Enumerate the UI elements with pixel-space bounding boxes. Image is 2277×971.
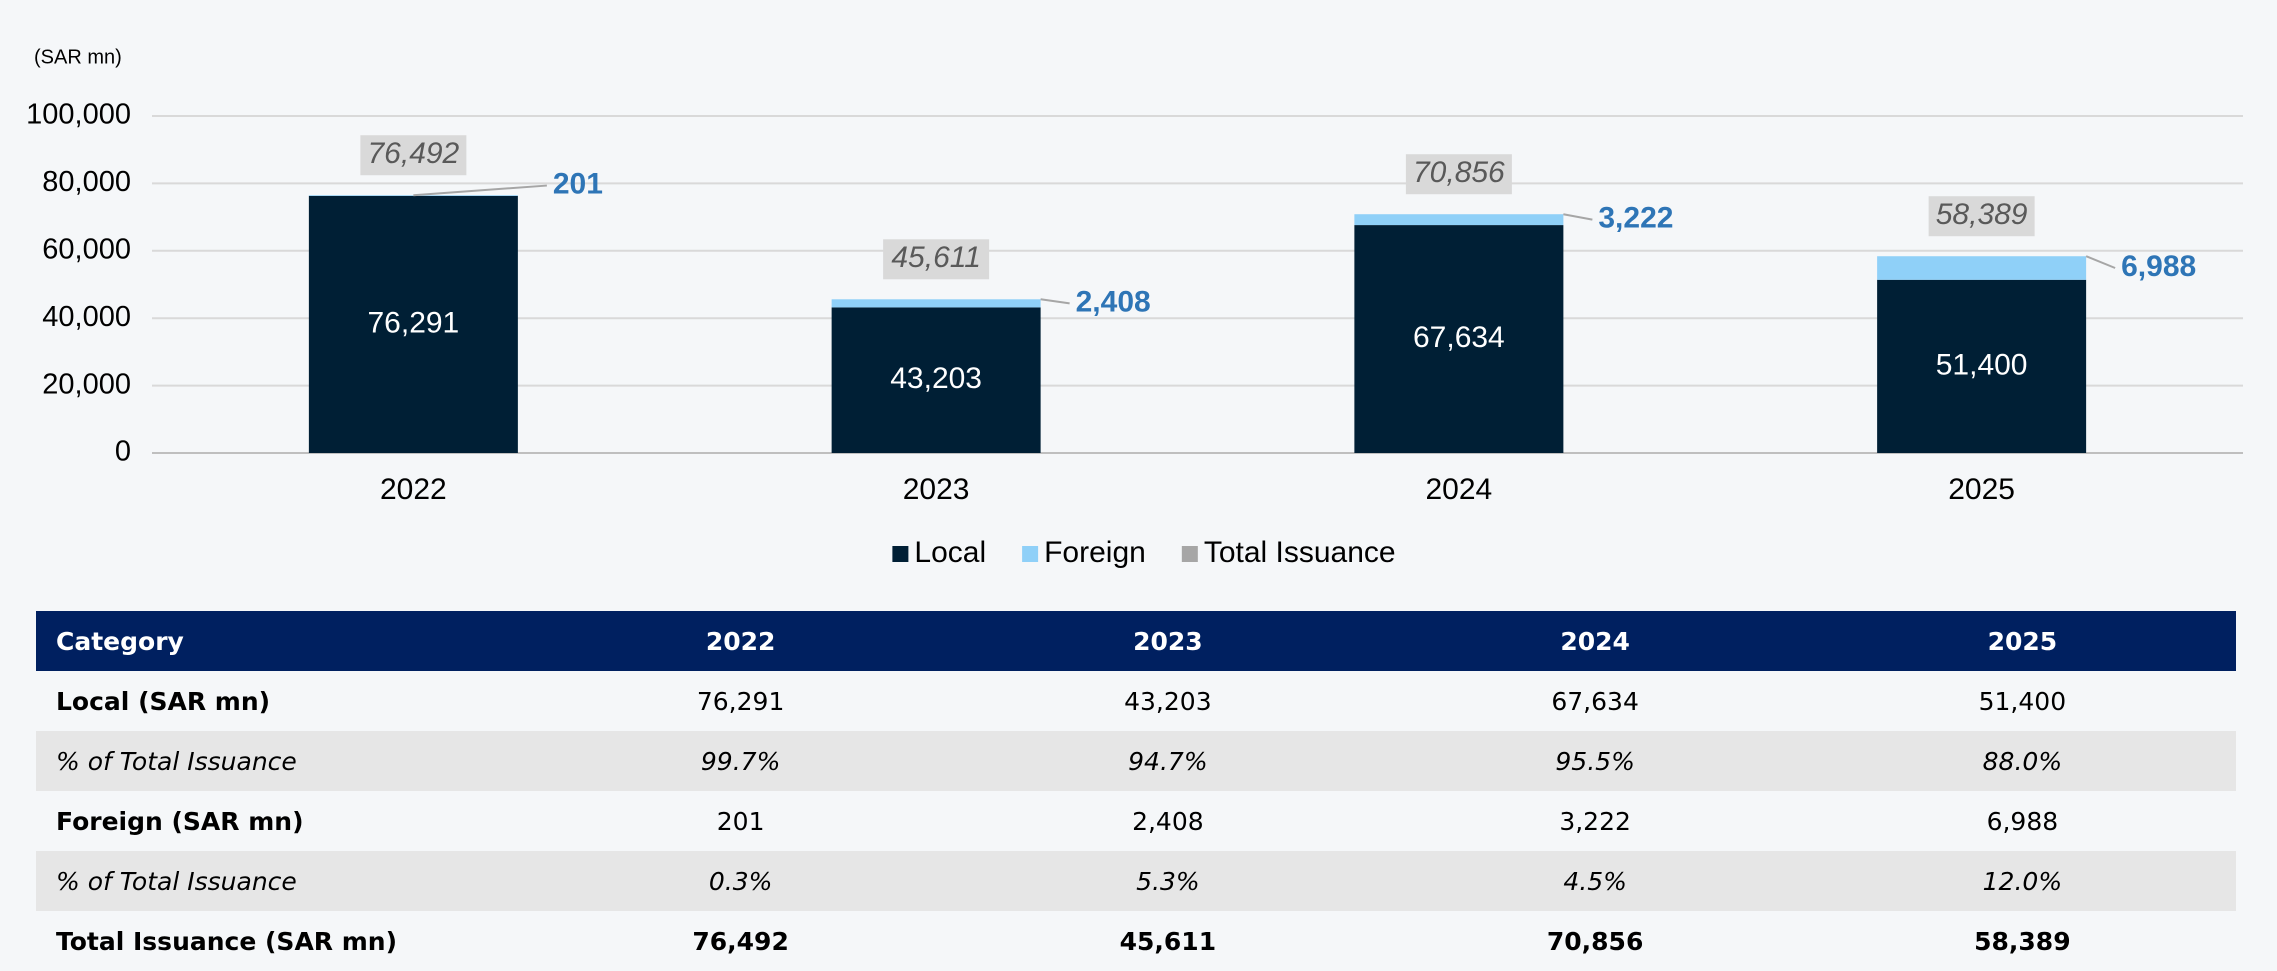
x-tick-label: 2022 <box>380 473 447 506</box>
table-cell: 51,400 <box>1978 686 2067 716</box>
bar-segment <box>1354 225 1564 453</box>
value-label: 3,222 <box>1598 202 1673 235</box>
table-row: Foreign (SAR mn) 201 2,408 3,222 6,988 <box>36 791 2236 851</box>
bar-segment <box>1354 214 1564 226</box>
header-cell: 2024 <box>1381 611 1809 671</box>
table-row: Total Issuance (SAR mn) 76,492 45,611 70,85… <box>36 911 2236 971</box>
legend-label: Total Issuance <box>1204 536 1396 569</box>
header-cell: 2022 <box>527 611 955 671</box>
y-axis-label: (SAR mn) <box>34 46 122 68</box>
table-cell: 6,988 <box>1986 806 2059 836</box>
table-cell: 58,389 <box>1974 926 2071 956</box>
table-cell: 201 <box>716 806 765 836</box>
table-cell: 99.7% <box>527 731 955 791</box>
total-box <box>883 239 990 280</box>
table-cell: 76,291 <box>696 686 785 716</box>
legend-swatch <box>1181 546 1198 562</box>
bar-segment <box>831 307 1041 453</box>
value-label: 43,203 <box>890 362 982 395</box>
table-cell: 43,203 <box>1124 686 1212 716</box>
y-tick-label: 20,000 <box>42 368 131 400</box>
y-tick-label: 60,000 <box>42 233 131 265</box>
leader-line <box>2085 255 2116 269</box>
table-cell: Total Issuance (SAR mn) <box>56 926 398 956</box>
table-cell: % of Total Issuance <box>36 731 527 791</box>
table-cell: 0.3% <box>527 851 955 911</box>
table-cell: Foreign (SAR mn) <box>56 806 304 836</box>
table-row: % of Total Issuance 99.7% 94.7% 95.5% 88.0% <box>36 731 2236 791</box>
table-cell: Local (SAR mn) <box>56 686 271 716</box>
header-cell: 2025 <box>1808 611 2236 671</box>
x-tick-label: 2025 <box>1948 473 2015 506</box>
value-label: 201 <box>553 167 603 200</box>
table-cell: 4.5% <box>1381 851 1809 911</box>
table-cell: 67,634 <box>1551 686 1639 716</box>
header-cell: 2023 <box>954 611 1382 671</box>
legend-swatch <box>1022 546 1039 562</box>
legend-label: Foreign <box>1044 536 1146 569</box>
bar-segment <box>831 299 1041 308</box>
table-cell: 94.7% <box>954 731 1382 791</box>
table-cell: 12.0% <box>1808 851 2236 911</box>
table-cell: 88.0% <box>1808 731 2236 791</box>
header-cell: Category <box>36 611 527 671</box>
bar-segment <box>308 195 518 196</box>
table-cell: 5.3% <box>954 851 1382 911</box>
total-box <box>360 135 467 176</box>
value-label: 2,408 <box>1076 285 1151 318</box>
total-box <box>1405 154 1512 195</box>
value-label: 6,988 <box>2121 250 2196 283</box>
header-row: Category 2022 2023 2024 2025 <box>36 611 2236 671</box>
x-tick-label: 2023 <box>903 473 970 506</box>
bar-segment <box>1877 256 2087 280</box>
value-label: 67,634 <box>1413 321 1505 354</box>
table-cell: 3,222 <box>1559 806 1631 836</box>
x-tick-label: 2024 <box>1426 473 1493 506</box>
leader-line <box>413 184 547 197</box>
legend-label: Local <box>914 536 986 569</box>
y-tick-label: 100,000 <box>26 99 131 131</box>
table-row: % of Total Issuance 0.3% 5.3% 4.5% 12.0% <box>36 851 2236 911</box>
y-tick-label: 0 <box>115 436 131 468</box>
table-cell: 70,856 <box>1546 926 1644 956</box>
table-cell: 76,492 <box>692 926 789 956</box>
legend: Local Foreign Total Issuance <box>892 536 1396 569</box>
table-cell: 2,408 <box>1132 806 1204 836</box>
value-label: 58,389 <box>1936 198 2028 231</box>
value-label: 76,291 <box>367 306 459 339</box>
total-box <box>1928 196 2035 237</box>
value-label: 45,611 <box>891 241 981 274</box>
table-cell: 45,611 <box>1119 926 1217 956</box>
data-table: Category 2022 2023 2024 2025 Local (SAR mn) 76… <box>36 611 2236 971</box>
table-row: Local (SAR mn) 76,291 43,203 67,634 51,400 <box>36 671 2236 731</box>
y-tick-label: 80,000 <box>42 166 131 198</box>
value-label: 76,492 <box>367 137 459 170</box>
chart: (SAR mn) 0 20,000 40,000 60,000 80,000 100,00… <box>26 46 2243 569</box>
bar-segment <box>1877 279 2087 453</box>
bar-segment <box>308 195 518 453</box>
legend-swatch <box>892 546 909 562</box>
table-cell: 95.5% <box>1381 731 1809 791</box>
table-cell: % of Total Issuance <box>36 851 527 911</box>
value-label: 70,856 <box>1413 156 1505 189</box>
leader-line <box>1040 298 1070 305</box>
y-tick-label: 40,000 <box>42 301 131 333</box>
leader-line <box>1563 213 1593 221</box>
value-label: 51,400 <box>1936 348 2028 381</box>
